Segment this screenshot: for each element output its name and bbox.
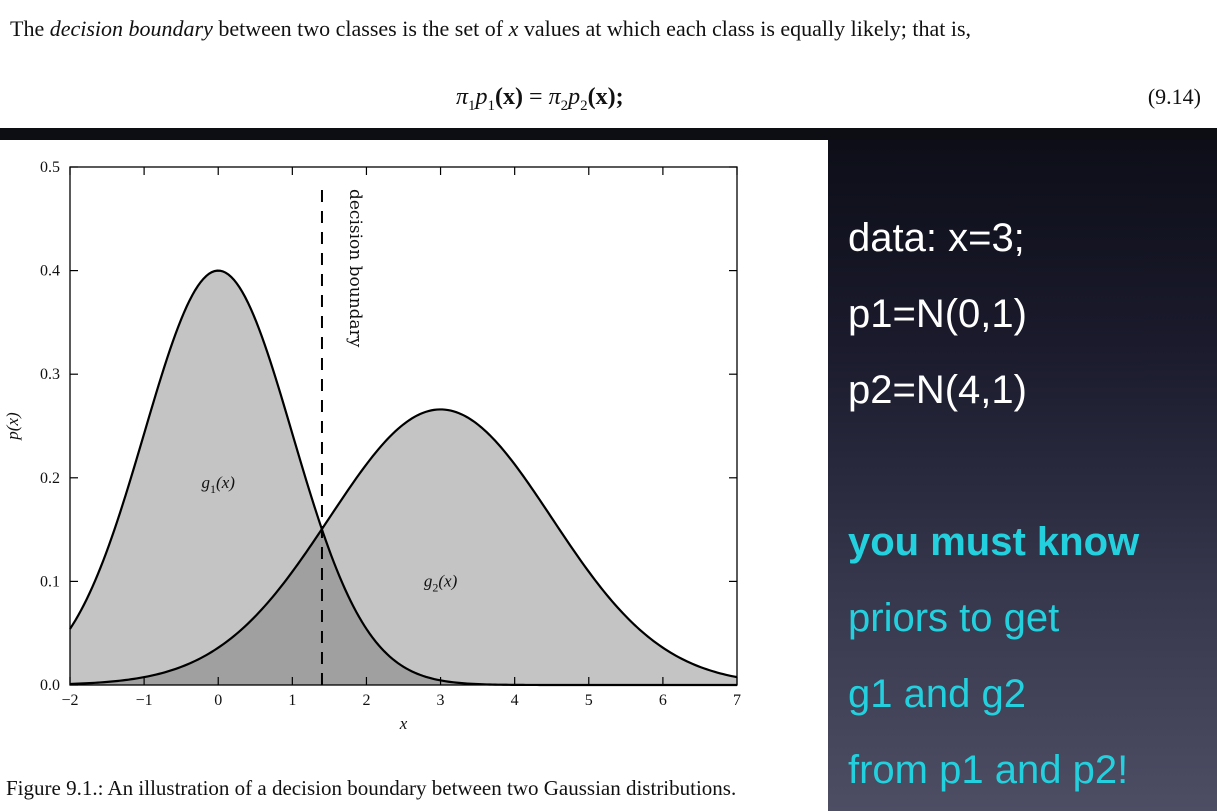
equation-number: (9.14)	[1147, 84, 1201, 109]
pi-symbol: π	[456, 84, 469, 110]
textbook-excerpt: The decision boundary between two classe…	[0, 0, 1217, 128]
y-axis-label: p(x)	[3, 412, 22, 441]
label-layer: xp(x)g1(x)g2(x)	[3, 412, 458, 733]
gaussian-chart: decision boundary −2 −1 0 1 2 3 4 5 6 7 0.0 0.1 0.2 0…	[3, 159, 741, 733]
y-tick-label: 0.1	[40, 573, 60, 590]
p-symbol: p	[568, 84, 581, 110]
y-tick-label: 0.0	[40, 677, 60, 694]
text-part: The	[10, 16, 50, 41]
series-label-g2: g2(x)	[424, 572, 458, 595]
math-x: x	[508, 16, 519, 41]
frame-layer	[69, 166, 738, 686]
text-part: between two classes is the set of	[212, 16, 509, 41]
x-tick-label: 3	[437, 692, 445, 709]
x-tick-label: 4	[511, 692, 519, 709]
x-argument: (x)	[495, 84, 524, 110]
y-tick-label: 0.2	[40, 470, 60, 487]
note-emphasis: you must know	[848, 520, 1140, 564]
y-tick-label: 0.3	[40, 366, 60, 383]
definition-text: The decision boundary between two classe…	[10, 14, 1205, 43]
figure-caption: Figure 9.1.: An illustration of a decisi…	[6, 776, 737, 800]
series-label-sub: 2	[432, 581, 438, 595]
x-tick-label: 1	[288, 692, 296, 709]
note-g1-g2: g1 and g2	[848, 672, 1026, 716]
series-label-arg: (x)	[216, 473, 235, 492]
subscript: 2	[580, 97, 588, 114]
note-p2: p2=N(4,1)	[848, 368, 1027, 412]
x-tick-label: 5	[585, 692, 593, 709]
union-area	[70, 270, 737, 685]
g2-curve	[69, 408, 738, 686]
plot-frame	[69, 166, 738, 686]
overlap-area	[70, 531, 737, 685]
fill-layer	[70, 270, 737, 685]
y-tick-label: 0.5	[40, 159, 60, 176]
series-label-base: g	[202, 473, 211, 492]
text-part: values at which each class is equally li…	[518, 16, 972, 41]
note-priors: priors to get	[848, 596, 1060, 640]
equation: π1p1(x) = π2p2(x);	[456, 84, 624, 115]
x-tick-label: 6	[659, 692, 667, 709]
subscript: 2	[560, 97, 569, 114]
x-tick-label: 0	[214, 692, 222, 709]
equals-sign: =	[523, 84, 549, 110]
x-tick-label: −2	[61, 692, 78, 709]
series-label-g1: g1(x)	[202, 473, 236, 496]
x-argument: (x);	[587, 84, 624, 110]
boundary-layer: decision boundary	[320, 185, 365, 685]
slide-divider	[0, 128, 1217, 140]
x-tick-label: 2	[362, 692, 370, 709]
pi-symbol: π	[548, 84, 561, 110]
x-tick-label: 7	[733, 692, 741, 709]
subscript: 1	[468, 97, 476, 114]
series-label-arg: (x)	[438, 572, 457, 591]
series-label-sub: 1	[210, 482, 216, 496]
p-symbol: p	[475, 84, 488, 110]
term-decision-boundary: decision boundary	[49, 16, 213, 41]
x-axis-label: x	[399, 714, 408, 733]
y-tick-label: 0.4	[40, 263, 60, 280]
note-from: from p1 and p2!	[848, 748, 1129, 792]
figure-panel: decision boundary −2 −1 0 1 2 3 4 5 6 7 0.0 0.1 0.2 0…	[0, 140, 828, 811]
notes-panel: data: x=3; p1=N(0,1) p2=N(4,1) you must …	[828, 140, 1217, 811]
tick-layer: −2 −1 0 1 2 3 4 5 6 7 0.0 0.1 0.2 0.3 0.4 0.5	[40, 159, 741, 709]
x-tick-label: −1	[136, 692, 153, 709]
series-label-base: g	[424, 572, 433, 591]
subscript: 1	[487, 97, 496, 114]
note-p1: p1=N(0,1)	[848, 292, 1027, 336]
note-data: data: x=3;	[848, 216, 1025, 260]
decision-boundary-label: decision boundary	[345, 189, 365, 348]
